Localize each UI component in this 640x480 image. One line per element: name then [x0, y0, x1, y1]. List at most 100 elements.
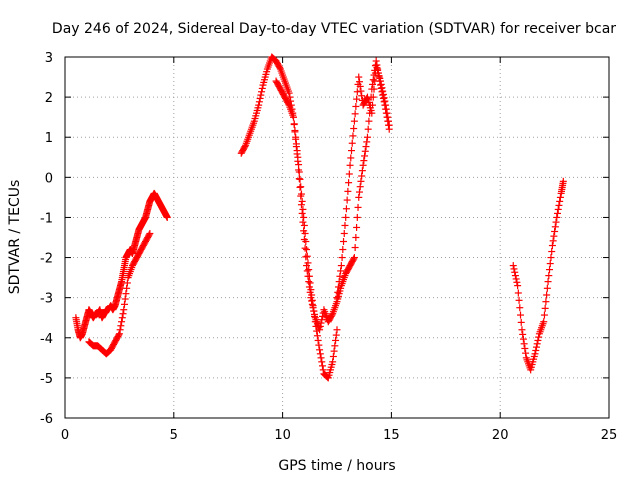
- data-point: [340, 229, 348, 237]
- data-point: [300, 213, 308, 221]
- data-point: [350, 125, 358, 133]
- data-point: [120, 300, 128, 308]
- data-point: [290, 121, 298, 129]
- data-point: [121, 295, 129, 303]
- data-point: [289, 113, 297, 121]
- data-point: [370, 85, 378, 93]
- data-point: [513, 278, 521, 286]
- y-tick-label: 0: [45, 171, 53, 186]
- data-point: [329, 352, 337, 360]
- data-point: [356, 183, 364, 191]
- data-point: [377, 80, 385, 88]
- data-point: [309, 304, 317, 312]
- data-point: [358, 167, 366, 175]
- data-point: [511, 272, 519, 280]
- data-point: [296, 175, 304, 183]
- y-tick-label: 3: [45, 51, 53, 66]
- data-point: [333, 294, 341, 302]
- data-point: [368, 109, 376, 117]
- data-point: [318, 362, 326, 370]
- data-point: [355, 188, 363, 196]
- y-tick-label: -1: [40, 211, 53, 226]
- data-point: [545, 272, 553, 280]
- data-point: [381, 97, 389, 105]
- data-point: [338, 254, 346, 262]
- data-point: [295, 175, 303, 183]
- data-point: [548, 248, 556, 256]
- data-point: [351, 244, 359, 252]
- data-point: [540, 311, 548, 319]
- data-point: [317, 354, 325, 362]
- data-point: [145, 231, 153, 239]
- data-point: [336, 272, 344, 280]
- x-tick-label: 25: [601, 428, 618, 443]
- data-point: [361, 152, 369, 160]
- data-point: [534, 336, 542, 344]
- data-point: [355, 78, 363, 86]
- data-point: [342, 213, 350, 221]
- data-point: [316, 322, 324, 330]
- data-point: [332, 331, 340, 339]
- data-point: [163, 213, 171, 221]
- data-point: [532, 346, 540, 354]
- data-point: [306, 288, 314, 296]
- data-point: [308, 297, 316, 305]
- data-point: [284, 100, 292, 108]
- data-point: [115, 331, 123, 339]
- data-point: [350, 117, 358, 125]
- data-point: [559, 177, 567, 185]
- data-point: [303, 252, 311, 260]
- y-tick-label: -3: [40, 292, 53, 307]
- data-point: [299, 205, 307, 213]
- data-point: [543, 291, 551, 299]
- data-point: [300, 236, 308, 244]
- data-point: [364, 125, 372, 133]
- data-point: [258, 88, 266, 96]
- data-point: [305, 283, 313, 291]
- data-point: [382, 105, 390, 113]
- data-point: [299, 218, 307, 226]
- data-point: [276, 64, 284, 72]
- data-point: [258, 84, 266, 92]
- data-point: [554, 209, 562, 217]
- data-point: [384, 117, 392, 125]
- data-point: [306, 279, 314, 287]
- data-point: [357, 87, 365, 95]
- data-point: [359, 161, 367, 169]
- data-point: [303, 246, 311, 254]
- data-point: [116, 326, 124, 334]
- data-point: [304, 272, 312, 280]
- data-point: [335, 278, 343, 286]
- data-point: [353, 223, 361, 231]
- data-point: [357, 177, 365, 185]
- data-point: [363, 133, 371, 141]
- data-point: [554, 205, 562, 213]
- data-point: [305, 278, 313, 286]
- data-point: [314, 336, 322, 344]
- data-point: [308, 300, 316, 308]
- data-point: [361, 147, 369, 155]
- data-point: [358, 172, 366, 180]
- data-point: [542, 298, 550, 306]
- data-point: [342, 205, 350, 213]
- data-point: [122, 290, 130, 298]
- data-point: [348, 139, 356, 147]
- data-point: [509, 262, 517, 270]
- data-point: [511, 268, 519, 276]
- data-point: [255, 101, 263, 109]
- data-point: [315, 341, 323, 349]
- data-point: [369, 101, 377, 109]
- x-tick-label: 20: [492, 428, 509, 443]
- y-tick-label: -6: [40, 412, 53, 427]
- data-point: [362, 143, 370, 151]
- data-point: [519, 330, 527, 338]
- data-point: [300, 227, 308, 235]
- data-point: [555, 201, 563, 209]
- data-point: [319, 366, 327, 374]
- data-point: [379, 90, 387, 98]
- data-point: [328, 311, 336, 319]
- data-point: [519, 335, 527, 343]
- y-tick-label: 1: [45, 131, 53, 146]
- data-point: [332, 336, 340, 344]
- data-point: [379, 87, 387, 95]
